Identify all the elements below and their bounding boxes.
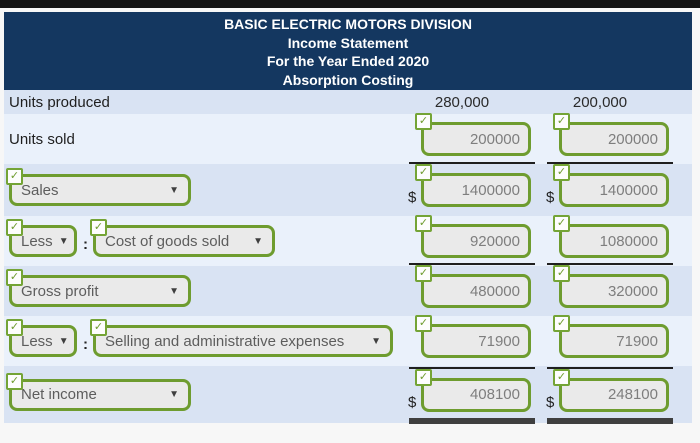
cogs-select-label: Cost of goods sold [105, 232, 230, 250]
gross-profit-select[interactable]: ✓ Gross profit ▼ [6, 269, 191, 307]
units-sold-col2-input[interactable] [559, 122, 669, 156]
cogs-less-label: Less [21, 232, 53, 250]
chevron-down-icon: ▼ [169, 184, 179, 196]
statement-header: BASIC ELECTRIC MOTORS DIVISION Income St… [4, 12, 692, 90]
gross-profit-col2-input[interactable] [559, 274, 669, 308]
sales-select-label: Sales [21, 181, 59, 199]
units-sold-col1-checkbox[interactable]: ✓ [415, 113, 432, 130]
net-income-col1-checkbox[interactable]: ✓ [415, 368, 432, 386]
sga-less-checkbox[interactable]: ✓ [6, 319, 23, 336]
net-income-col2-checkbox[interactable]: ✓ [553, 368, 570, 386]
cogs-col1-input[interactable] [421, 224, 531, 258]
income-statement-sheet: BASIC ELECTRIC MOTORS DIVISION Income St… [4, 12, 692, 424]
units-produced-col2: 200,000 [572, 93, 628, 111]
currency-symbol: $ [546, 189, 555, 206]
net-income-select-checkbox[interactable]: ✓ [6, 372, 23, 390]
single-rule [547, 366, 673, 369]
chevron-down-icon: ▼ [58, 335, 69, 347]
double-rule [547, 417, 673, 424]
sga-col2-input[interactable] [559, 324, 669, 358]
currency-symbol: $ [546, 393, 555, 411]
single-rule [547, 263, 673, 265]
sga-less-label: Less [21, 332, 53, 350]
units-produced-label: Units produced [9, 93, 110, 111]
chevron-down-icon: ▼ [253, 235, 263, 247]
single-rule [547, 162, 673, 164]
sga-col1-input[interactable] [421, 324, 531, 358]
net-income-row: ✓ Net income ▼ ✓ $ ✓ $ [4, 366, 692, 424]
net-income-col1-input[interactable] [421, 377, 531, 412]
currency-symbol: $ [408, 393, 417, 411]
sales-select-checkbox[interactable]: ✓ [6, 168, 23, 185]
sales-col2-checkbox[interactable]: ✓ [553, 164, 570, 181]
costing-method: Absorption Costing [282, 71, 414, 88]
gross-profit-col1-input[interactable] [421, 274, 531, 308]
window-top-bar [0, 0, 700, 8]
cogs-less-select[interactable]: ✓ Less ▼ [6, 219, 77, 257]
cogs-select-checkbox[interactable]: ✓ [90, 219, 107, 236]
net-income-select[interactable]: ✓ Net income ▼ [6, 372, 191, 411]
cogs-less-checkbox[interactable]: ✓ [6, 219, 23, 236]
units-sold-col2-checkbox[interactable]: ✓ [553, 113, 570, 130]
sales-col2-input[interactable] [559, 173, 669, 207]
single-rule [409, 366, 535, 369]
sga-col2-checkbox[interactable]: ✓ [553, 315, 570, 332]
cogs-col2-input[interactable] [559, 224, 669, 258]
sga-col1-checkbox[interactable]: ✓ [415, 315, 432, 332]
sales-col1-input[interactable] [421, 173, 531, 207]
units-sold-row: Units sold ✓ ✓ [4, 113, 692, 164]
units-sold-col1-input[interactable] [421, 122, 531, 156]
sga-select-checkbox[interactable]: ✓ [90, 319, 107, 336]
sga-less-select[interactable]: ✓ Less ▼ [6, 319, 77, 357]
sga-select-label: Selling and administrative expenses [105, 332, 345, 350]
gross-profit-col2-checkbox[interactable]: ✓ [553, 265, 570, 282]
net-income-select-label: Net income [21, 386, 97, 403]
single-rule [409, 162, 535, 164]
cogs-col1-checkbox[interactable]: ✓ [415, 215, 432, 232]
gross-profit-col1-checkbox[interactable]: ✓ [415, 265, 432, 282]
cogs-select[interactable]: ✓ Cost of goods sold ▼ [90, 219, 275, 257]
statement-period: For the Year Ended 2020 [266, 53, 430, 69]
sales-row: ✓ Sales ▼ ✓ $ ✓ $ [4, 162, 692, 216]
double-rule [409, 417, 535, 424]
gross-profit-row: ✓ Gross profit ▼ ✓ ✓ [4, 263, 692, 316]
sga-select[interactable]: ✓ Selling and administrative expenses ▼ [90, 319, 393, 357]
colon-separator: : [83, 336, 88, 353]
chevron-down-icon: ▼ [169, 389, 179, 400]
currency-symbol: $ [408, 189, 417, 206]
chevron-down-icon: ▼ [58, 235, 69, 247]
sales-col1-checkbox[interactable]: ✓ [415, 164, 432, 181]
single-rule [409, 263, 535, 265]
net-income-col2-input[interactable] [559, 377, 669, 412]
gross-profit-select-checkbox[interactable]: ✓ [6, 269, 23, 286]
units-produced-row: Units produced 280,000 200,000 [4, 90, 692, 114]
sga-row: ✓ Less ▼ : ✓ Selling and administrative … [4, 315, 692, 366]
units-produced-col1: 280,000 [434, 93, 490, 111]
company-name: BASIC ELECTRIC MOTORS DIVISION [224, 16, 472, 32]
cogs-row: ✓ Less ▼ : ✓ Cost of goods sold ▼ ✓ ✓ [4, 215, 692, 266]
units-sold-label: Units sold [9, 130, 75, 148]
gross-profit-select-label: Gross profit [21, 282, 99, 300]
chevron-down-icon: ▼ [371, 335, 381, 347]
statement-title: Income Statement [287, 34, 409, 51]
colon-separator: : [83, 236, 88, 253]
cogs-col2-checkbox[interactable]: ✓ [553, 215, 570, 232]
sales-select[interactable]: ✓ Sales ▼ [6, 168, 191, 206]
chevron-down-icon: ▼ [169, 285, 179, 297]
